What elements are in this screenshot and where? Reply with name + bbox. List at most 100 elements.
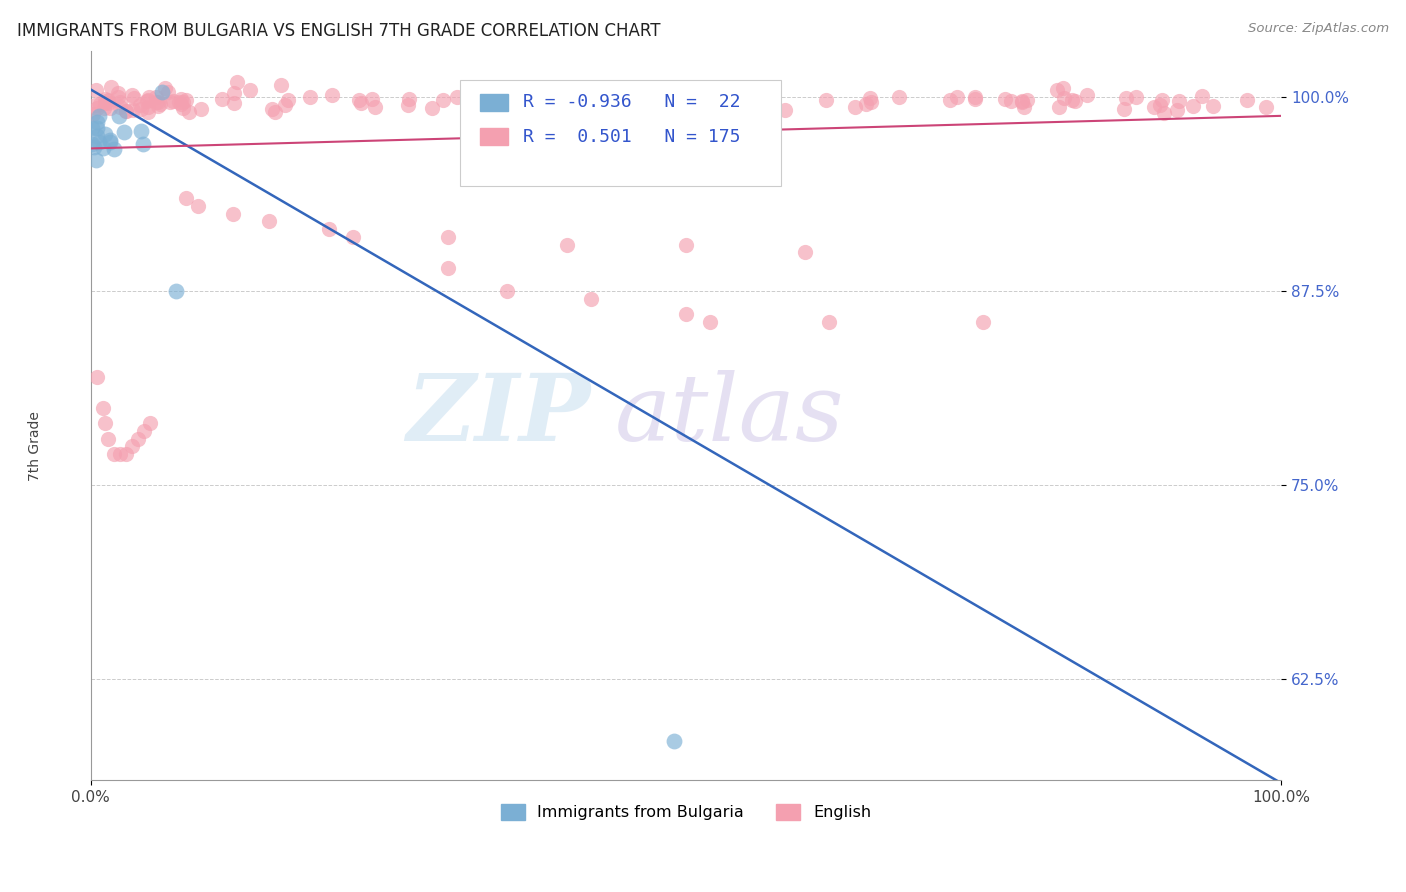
English <box>174 191 197 205</box>
English <box>122 91 145 105</box>
English <box>491 96 513 111</box>
English <box>972 315 994 329</box>
English <box>675 237 697 252</box>
English <box>1011 95 1033 109</box>
English <box>1152 94 1174 108</box>
English <box>815 93 838 107</box>
English <box>127 432 149 446</box>
English <box>89 96 111 111</box>
English <box>172 95 194 109</box>
English <box>174 93 197 107</box>
English <box>714 88 737 103</box>
English <box>321 87 343 102</box>
English <box>262 102 284 116</box>
English <box>136 93 159 107</box>
Immigrants from Bulgaria <box>86 115 108 129</box>
English <box>108 100 131 114</box>
English <box>211 92 233 106</box>
English <box>114 103 136 118</box>
English <box>673 104 696 119</box>
English <box>603 92 626 106</box>
Immigrants from Bulgaria <box>103 142 125 156</box>
Immigrants from Bulgaria <box>87 135 110 149</box>
English <box>699 315 721 329</box>
English <box>187 199 209 213</box>
English <box>555 237 578 252</box>
Immigrants from Bulgaria <box>87 110 110 124</box>
English <box>257 214 280 228</box>
English <box>84 98 107 112</box>
Immigrants from Bulgaria <box>83 139 105 153</box>
English <box>544 96 567 111</box>
English <box>1142 100 1164 114</box>
English <box>239 83 262 97</box>
English <box>1052 80 1074 95</box>
English <box>699 87 721 101</box>
English <box>994 92 1017 106</box>
English <box>108 95 131 109</box>
English <box>93 101 115 115</box>
English <box>350 96 373 111</box>
Text: ZIP: ZIP <box>406 370 591 460</box>
English <box>107 90 129 104</box>
English <box>457 89 479 103</box>
English <box>1181 99 1204 113</box>
English <box>697 93 720 107</box>
English <box>859 91 882 105</box>
Immigrants from Bulgaria <box>82 121 104 136</box>
English <box>499 90 522 104</box>
English <box>717 90 740 104</box>
Immigrants from Bulgaria <box>112 125 135 139</box>
Text: atlas: atlas <box>614 370 844 460</box>
English <box>1000 94 1022 108</box>
English <box>513 102 536 116</box>
English <box>94 92 117 106</box>
Text: R =  0.501   N = 175: R = 0.501 N = 175 <box>523 128 741 145</box>
English <box>115 447 138 461</box>
English <box>360 92 382 106</box>
English <box>270 78 292 92</box>
English <box>1256 99 1278 113</box>
English <box>1166 103 1188 118</box>
English <box>98 101 121 115</box>
English <box>138 90 160 104</box>
English <box>145 95 167 110</box>
English <box>621 88 644 103</box>
English <box>110 447 132 461</box>
English <box>623 94 645 108</box>
English <box>1046 83 1069 97</box>
English <box>134 424 156 438</box>
Immigrants from Bulgaria <box>80 136 103 151</box>
Text: 7th Grade: 7th Grade <box>28 411 42 481</box>
English <box>752 92 775 106</box>
English <box>146 95 169 110</box>
English <box>1236 93 1258 107</box>
English <box>1191 89 1213 103</box>
English <box>492 103 515 117</box>
English <box>860 95 883 110</box>
English <box>793 245 815 260</box>
English <box>86 369 108 384</box>
English <box>496 284 519 298</box>
Immigrants from Bulgaria <box>86 120 108 135</box>
English <box>145 90 167 104</box>
English <box>579 292 602 306</box>
English <box>436 230 458 244</box>
English <box>758 92 780 106</box>
English <box>578 101 600 115</box>
English <box>446 90 468 104</box>
English <box>226 75 249 89</box>
English <box>97 432 120 446</box>
Immigrants from Bulgaria <box>94 127 117 141</box>
English <box>1015 93 1038 107</box>
English <box>115 103 138 118</box>
Text: IMMIGRANTS FROM BULGARIA VS ENGLISH 7TH GRADE CORRELATION CHART: IMMIGRANTS FROM BULGARIA VS ENGLISH 7TH … <box>17 22 661 40</box>
English <box>94 416 117 430</box>
English <box>1062 93 1084 107</box>
English <box>162 94 184 108</box>
English <box>91 401 114 415</box>
English <box>263 104 285 119</box>
English <box>396 98 419 112</box>
English <box>274 97 297 112</box>
English <box>146 99 169 113</box>
